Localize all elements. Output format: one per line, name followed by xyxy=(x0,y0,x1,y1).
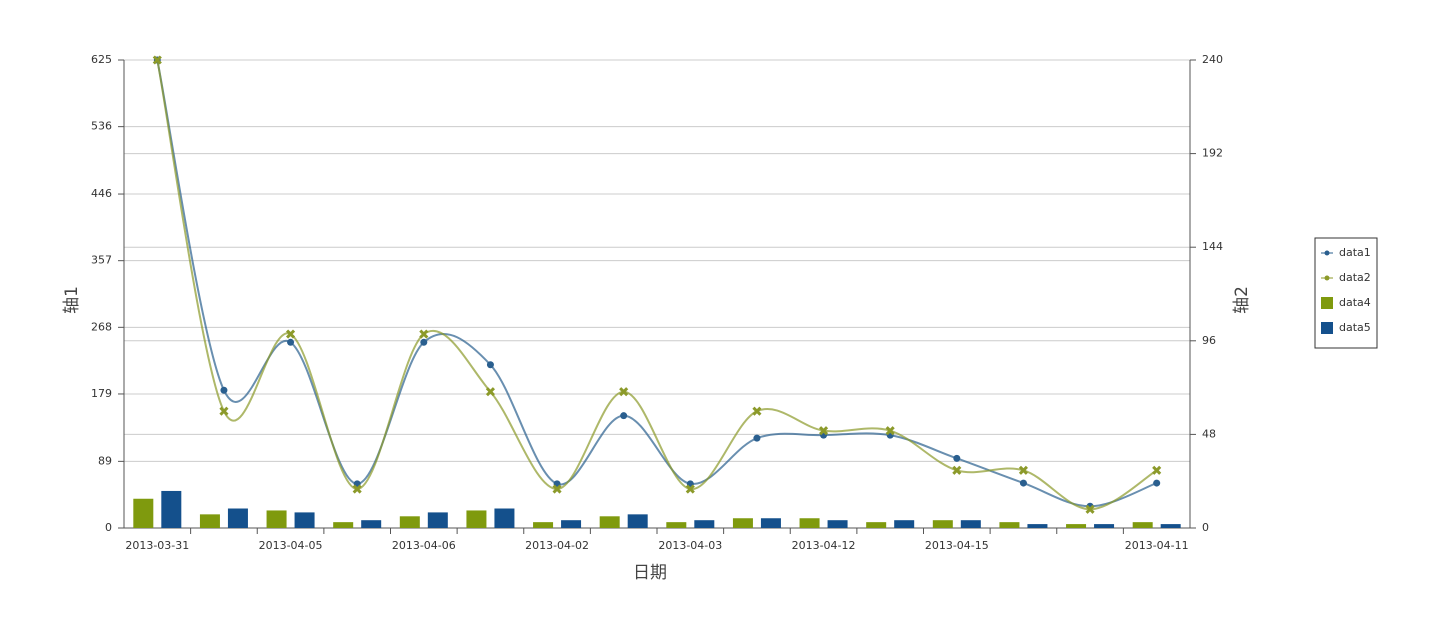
y-tick-label: 0 xyxy=(105,521,112,534)
legend-label: data2 xyxy=(1339,271,1371,284)
bar xyxy=(999,522,1020,528)
marker xyxy=(219,406,229,416)
marker xyxy=(552,484,562,494)
y-tick-label: 536 xyxy=(91,120,112,133)
marker xyxy=(1085,504,1095,514)
y2-tick-label: 96 xyxy=(1202,334,1216,347)
bar xyxy=(960,520,981,528)
y-tick-label: 446 xyxy=(91,187,112,200)
marker xyxy=(287,338,295,346)
legend-swatch xyxy=(1321,297,1333,309)
bar xyxy=(760,518,781,528)
legend-swatch xyxy=(1324,275,1330,281)
legend-swatch xyxy=(1321,322,1333,334)
legend-label: data4 xyxy=(1339,296,1371,309)
bar xyxy=(561,520,582,528)
x-tick-label: 2013-04-05 xyxy=(259,539,323,552)
marker xyxy=(419,329,429,339)
marker xyxy=(620,412,628,420)
y-tick-label: 179 xyxy=(91,387,112,400)
marker xyxy=(486,361,494,369)
bar xyxy=(427,512,448,528)
y2-tick-label: 192 xyxy=(1202,147,1223,160)
bar xyxy=(133,498,154,528)
bar xyxy=(1132,522,1153,528)
bar xyxy=(294,512,315,528)
x-tick-label: 2013-04-06 xyxy=(392,539,456,552)
y2-tick-label: 144 xyxy=(1202,240,1223,253)
bar xyxy=(666,522,687,528)
bar xyxy=(1160,524,1181,528)
marker xyxy=(485,387,495,397)
bar xyxy=(533,522,554,528)
legend-label: data1 xyxy=(1339,246,1371,259)
marker xyxy=(220,386,228,394)
bar xyxy=(266,510,287,528)
x-axis-label: 日期 xyxy=(633,563,667,583)
x-tick-label: 2013-04-11 xyxy=(1125,539,1189,552)
legend-swatch xyxy=(1324,250,1330,256)
bar xyxy=(627,514,648,528)
y2-tick-label: 240 xyxy=(1202,53,1223,66)
bar xyxy=(227,508,248,528)
line xyxy=(156,59,1158,511)
bar xyxy=(732,518,753,528)
marker xyxy=(753,434,761,442)
y2-tick-label: 0 xyxy=(1202,521,1209,534)
marker xyxy=(752,406,762,416)
marker xyxy=(619,387,629,397)
bar xyxy=(466,510,487,528)
bar xyxy=(333,522,354,528)
y-tick-label: 357 xyxy=(91,254,112,267)
x-tick-label: 2013-04-12 xyxy=(792,539,856,552)
y-tick-label: 89 xyxy=(98,454,112,467)
x-tick-label: 2013-04-15 xyxy=(925,539,989,552)
bar xyxy=(1094,524,1115,528)
marker xyxy=(952,465,962,475)
marker xyxy=(352,484,362,494)
marker xyxy=(1152,465,1162,475)
bar xyxy=(694,520,715,528)
bar xyxy=(161,490,182,528)
marker xyxy=(885,426,895,436)
bar xyxy=(866,522,887,528)
marker xyxy=(1153,479,1161,487)
x-tick-label: 2013-04-02 xyxy=(525,539,589,552)
bar xyxy=(799,518,820,528)
y-tick-label: 268 xyxy=(91,320,112,333)
marker xyxy=(1018,465,1029,475)
bar xyxy=(827,520,848,528)
marker xyxy=(1019,479,1027,487)
legend-label: data5 xyxy=(1339,321,1371,334)
marker xyxy=(953,454,961,462)
bar xyxy=(199,514,220,528)
bar xyxy=(1066,524,1087,528)
y-axis-label: 轴1 xyxy=(62,286,82,314)
bar xyxy=(361,520,382,528)
marker xyxy=(420,338,428,346)
marker xyxy=(286,329,296,339)
y2-axis-label: 轴2 xyxy=(1232,286,1252,314)
y2-tick-label: 48 xyxy=(1202,427,1216,440)
y-tick-label: 625 xyxy=(91,53,112,66)
x-tick-label: 2013-03-31 xyxy=(125,539,189,552)
bar xyxy=(1027,524,1048,528)
bar xyxy=(399,516,420,528)
marker xyxy=(685,484,695,494)
bar xyxy=(599,516,620,528)
bar xyxy=(932,520,953,528)
marker xyxy=(152,55,162,65)
bar xyxy=(494,508,515,528)
bar xyxy=(894,520,915,528)
x-tick-label: 2013-04-03 xyxy=(658,539,722,552)
marker xyxy=(819,426,829,436)
